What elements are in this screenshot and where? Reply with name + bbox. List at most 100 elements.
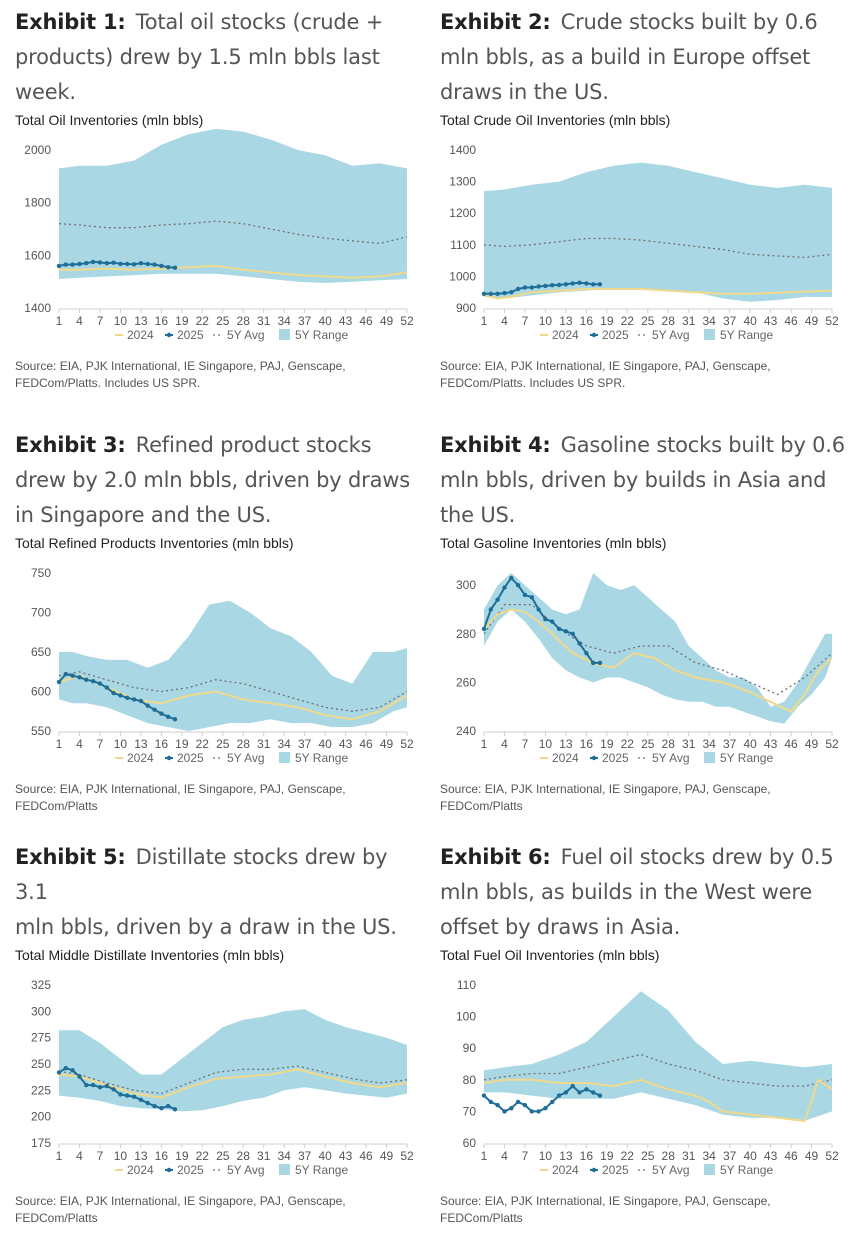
series-2025-point: [481, 291, 487, 296]
legend-label-avg: 5Y Avg: [652, 328, 690, 342]
series-2025-point: [152, 707, 157, 712]
exhibit-label: Exhibit 2:: [440, 10, 551, 34]
range-band: [484, 162, 832, 302]
source-line: Source: EIA, PJK International, IE Singa…: [15, 782, 346, 796]
series-2025-point: [111, 260, 116, 265]
legend-label-range: 5Y Range: [295, 751, 348, 765]
legend-swatch-2025-point: [166, 1167, 172, 1173]
y-tick-label: 1400: [449, 143, 476, 157]
series-2025-point: [166, 265, 171, 270]
x-tick-label: 46: [359, 1149, 373, 1163]
range-band: [484, 573, 832, 724]
title-line: drew by 2.0 mln bbls, driven by draws: [15, 468, 410, 492]
series-2025-point: [84, 261, 89, 266]
x-tick-label: 52: [825, 1149, 839, 1163]
series-2025-point: [570, 281, 575, 286]
x-tick-label: 10: [539, 737, 553, 751]
chart-title: Total Crude Oil Inventories (mln bbls): [440, 112, 671, 128]
y-tick-label: 225: [31, 1083, 51, 1097]
series-2025-point: [70, 673, 75, 678]
exhibit-label: Exhibit 5:: [15, 845, 126, 869]
series-2025-point: [63, 262, 68, 267]
series-2025-point: [172, 1107, 178, 1112]
y-tick-label: 1200: [449, 206, 476, 220]
y-tick-label: 1400: [24, 301, 51, 315]
x-tick-label: 25: [216, 737, 230, 751]
legend-swatch-range: [279, 752, 290, 763]
x-tick-label: 7: [97, 737, 104, 751]
series-2025-point: [159, 263, 164, 269]
x-tick-label: 22: [621, 314, 635, 328]
source-line: Source: EIA, PJK International, IE Singa…: [440, 359, 771, 373]
x-tick-label: 4: [501, 1149, 508, 1163]
x-tick-label: 16: [580, 1149, 594, 1163]
legend-label-2024: 2024: [552, 751, 579, 765]
series-2025-point: [509, 575, 514, 581]
y-tick-label: 300: [456, 578, 476, 592]
series-2025-point: [509, 1106, 514, 1111]
x-tick-label: 16: [580, 314, 594, 328]
series-2025-point: [515, 1099, 521, 1105]
series-2025-point: [125, 1093, 130, 1098]
exhibit-title: Exhibit 5: Distillate stocks drew by 3.1 …: [15, 840, 425, 945]
x-tick-label: 22: [621, 737, 635, 751]
chart: 1400 1600 1800 2000 1 4 7 10 13 16 19 22 25 28 31 34 37 4…: [24, 128, 414, 342]
title-line: draws in the US.: [440, 80, 609, 104]
chart-source: Source: EIA, PJK International, IE Singa…: [440, 358, 850, 392]
series-2025-point: [495, 597, 500, 602]
legend-label-2025: 2025: [177, 751, 204, 765]
exhibit-title: Exhibit 2: Crude stocks built by 0.6 mln …: [440, 5, 850, 110]
series-2025-point: [152, 262, 157, 267]
x-tick-label: 52: [400, 1149, 414, 1163]
legend-swatch-range: [279, 1164, 290, 1175]
series-2025-point: [145, 1100, 150, 1106]
y-tick-label: 70: [463, 1104, 477, 1118]
series-2025-point: [570, 631, 575, 636]
chart-source: Source: EIA, PJK International, IE Singa…: [15, 358, 425, 392]
x-tick-label: 4: [76, 314, 83, 328]
source-line: Source: EIA, PJK International, IE Singa…: [15, 1194, 346, 1208]
series-2025-point: [138, 1097, 144, 1102]
y-tick-label: 100: [456, 1010, 476, 1024]
x-tick-label: 10: [114, 1149, 128, 1163]
series-2025-point: [556, 626, 562, 632]
series-2025-point: [125, 695, 130, 700]
series-2025-point: [84, 677, 89, 682]
series-2025-point: [488, 1099, 493, 1105]
series-2025-point: [56, 679, 62, 685]
x-tick-label: 16: [580, 737, 594, 751]
legend-swatch-2025-point: [166, 332, 172, 338]
x-tick-label: 49: [805, 737, 819, 751]
x-tick-label: 19: [175, 737, 189, 751]
x-tick-label: 1: [56, 314, 63, 328]
legend-swatch-range: [704, 329, 715, 340]
series-2025-point: [584, 651, 589, 656]
series-2025-point: [509, 290, 514, 295]
y-tick-label: 1100: [450, 238, 476, 252]
x-tick-label: 10: [114, 737, 128, 751]
x-tick-label: 28: [662, 314, 676, 328]
source-line: FEDCom/Platts. Includes US SPR.: [440, 376, 626, 390]
x-tick-label: 10: [114, 314, 128, 328]
x-tick-label: 22: [621, 1149, 635, 1163]
x-tick-label: 25: [641, 737, 655, 751]
exhibit-3: Exhibit 3: Refined product stocks drew by…: [15, 428, 425, 815]
y-tick-label: 900: [456, 301, 476, 315]
x-tick-label: 52: [825, 737, 839, 751]
chart: 240 260 280 300 1 4 7 10 13 16 19 22 25 28 31 34 37 40 43 4…: [456, 573, 839, 765]
x-tick-label: 37: [298, 737, 312, 751]
series-2025-point: [550, 1099, 555, 1105]
series-2025-point: [104, 685, 110, 690]
x-tick-label: 52: [825, 314, 839, 328]
series-2025-point: [556, 1093, 562, 1098]
chart: 60 70 80 90 100 110 1 4 7 10 13 16 19 22 25 28 31 34 37 40 4…: [456, 978, 839, 1177]
y-tick-label: 280: [456, 627, 476, 641]
y-tick-label: 700: [31, 606, 51, 620]
legend: 2024 2025 5Y Avg 5Y Range: [540, 751, 773, 765]
x-tick-label: 25: [216, 314, 230, 328]
y-tick-label: 550: [31, 724, 51, 738]
series-2025-point: [159, 711, 164, 716]
x-tick-label: 52: [400, 314, 414, 328]
series-2025-point: [502, 585, 507, 590]
chart-source: Source: EIA, PJK International, IE Singa…: [440, 781, 850, 815]
